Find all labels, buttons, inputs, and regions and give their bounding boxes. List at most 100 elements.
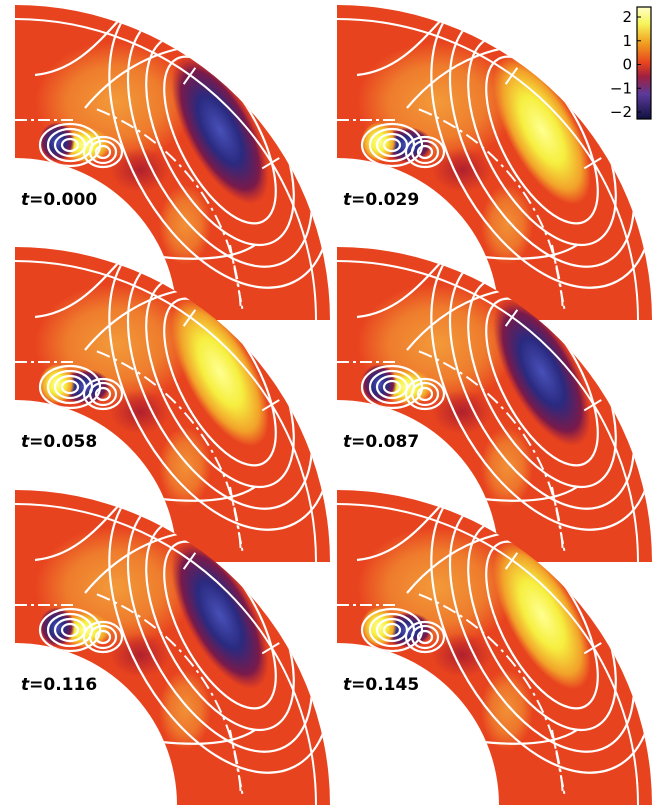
- outer-boundary-arc: [336, 18, 639, 321]
- boundary-tick: [504, 552, 519, 570]
- contour-ring: [60, 622, 80, 638]
- contour-ring: [416, 144, 434, 160]
- boundary-tick: [583, 399, 602, 412]
- outer-boundary-arc: [14, 260, 317, 563]
- contour-loop: [485, 540, 599, 710]
- boundary-tick: [182, 552, 197, 570]
- colorbar-tick-label: −1: [610, 79, 632, 97]
- contour-ring: [88, 624, 118, 650]
- contour-ring: [82, 377, 124, 411]
- time-label: t=0.116: [21, 675, 97, 695]
- contour-ring: [404, 377, 446, 411]
- time-symbol: t: [343, 190, 352, 210]
- colorbar: 2 1 0 −1 −2: [610, 6, 652, 121]
- boundary-tick: [261, 642, 280, 655]
- field-dark-patch: [110, 148, 170, 192]
- contour-ring: [360, 607, 424, 653]
- contour-ring: [82, 135, 124, 169]
- field-lower-blob: [159, 670, 211, 750]
- time-label: t=0.087: [343, 432, 419, 452]
- field-lower-blob: [159, 427, 211, 507]
- field-main-cell: [171, 297, 269, 447]
- boundary-tick: [583, 642, 602, 655]
- contour-ring: [404, 620, 446, 654]
- boundary-tick: [182, 67, 197, 85]
- contour-ring: [88, 381, 118, 407]
- contour-ring: [94, 629, 112, 645]
- field-dark-patch: [432, 390, 492, 434]
- time-symbol: t: [343, 675, 352, 695]
- boundary-lines: [336, 260, 639, 563]
- contour-ring: [382, 379, 402, 395]
- dashdot-line: [551, 729, 566, 798]
- colorbar-tick-label: 2: [622, 8, 632, 26]
- field-main-cell: [493, 297, 591, 447]
- contour-ring: [94, 144, 112, 160]
- time-value: =0.029: [351, 190, 419, 210]
- contour-ring: [382, 137, 402, 153]
- field-lower-blob: [481, 427, 533, 507]
- time-symbol: t: [343, 432, 352, 452]
- colorbar-ticks: 2 1 0 −1 −2: [610, 8, 641, 121]
- contour-ring: [416, 386, 434, 402]
- meridional-panel: t=0.145: [336, 490, 652, 806]
- contour-loop: [485, 297, 599, 467]
- contour-ring: [360, 122, 424, 168]
- field-main-cell: [171, 540, 269, 690]
- boundary-lines: [14, 503, 317, 806]
- field-dark-patch: [432, 633, 492, 677]
- boundary-lines: [336, 18, 639, 321]
- contour-ring: [88, 139, 118, 165]
- boundary-lines: [14, 260, 317, 563]
- outer-boundary-arc: [336, 260, 639, 563]
- contour-ring: [410, 624, 440, 650]
- contour-loop: [163, 540, 277, 710]
- contour-ring: [82, 620, 124, 654]
- field-main-cell: [493, 55, 591, 205]
- dashdot-line: [551, 486, 566, 555]
- boundary-lines: [14, 18, 317, 321]
- time-symbol: t: [21, 675, 30, 695]
- time-value: =0.116: [29, 675, 97, 695]
- contour-ring: [404, 135, 446, 169]
- dashdot-line: [229, 486, 244, 555]
- time-value: =0.087: [351, 432, 419, 452]
- colorbar-tick-label: 0: [622, 56, 632, 74]
- dashdot-line: [229, 244, 244, 313]
- contour-ring: [94, 386, 112, 402]
- contour-ring: [410, 381, 440, 407]
- time-label: t=0.000: [21, 190, 97, 210]
- time-label: t=0.058: [21, 432, 97, 452]
- outer-boundary-arc: [14, 18, 317, 321]
- field-dark-patch: [432, 148, 492, 192]
- boundary-lines: [336, 503, 639, 806]
- time-value: =0.000: [29, 190, 97, 210]
- colorbar-tick-label: 1: [622, 32, 632, 50]
- meridional-panel: t=0.116: [14, 490, 330, 806]
- contour-ring: [60, 137, 80, 153]
- contour-ring: [410, 139, 440, 165]
- boundary-tick: [504, 67, 519, 85]
- time-symbol: t: [21, 190, 30, 210]
- time-label: t=0.145: [343, 675, 419, 695]
- outer-boundary-arc: [336, 503, 639, 806]
- time-value: =0.058: [29, 432, 97, 452]
- dashdot-line: [229, 729, 244, 798]
- field-dark-patch: [110, 633, 170, 677]
- boundary-tick: [504, 309, 519, 327]
- contour-ring: [360, 364, 424, 410]
- field-lower-blob: [481, 670, 533, 750]
- dashdot-line: [551, 244, 566, 313]
- contour-loop: [163, 55, 277, 225]
- field-main-cell: [171, 55, 269, 205]
- field-dark-patch: [110, 390, 170, 434]
- time-value: =0.145: [351, 675, 419, 695]
- time-label: t=0.029: [343, 190, 419, 210]
- time-symbol: t: [21, 432, 30, 452]
- contour-ring: [60, 379, 80, 395]
- contour-ring: [416, 629, 434, 645]
- field-lower-blob: [481, 185, 533, 265]
- field-lower-blob: [159, 185, 211, 265]
